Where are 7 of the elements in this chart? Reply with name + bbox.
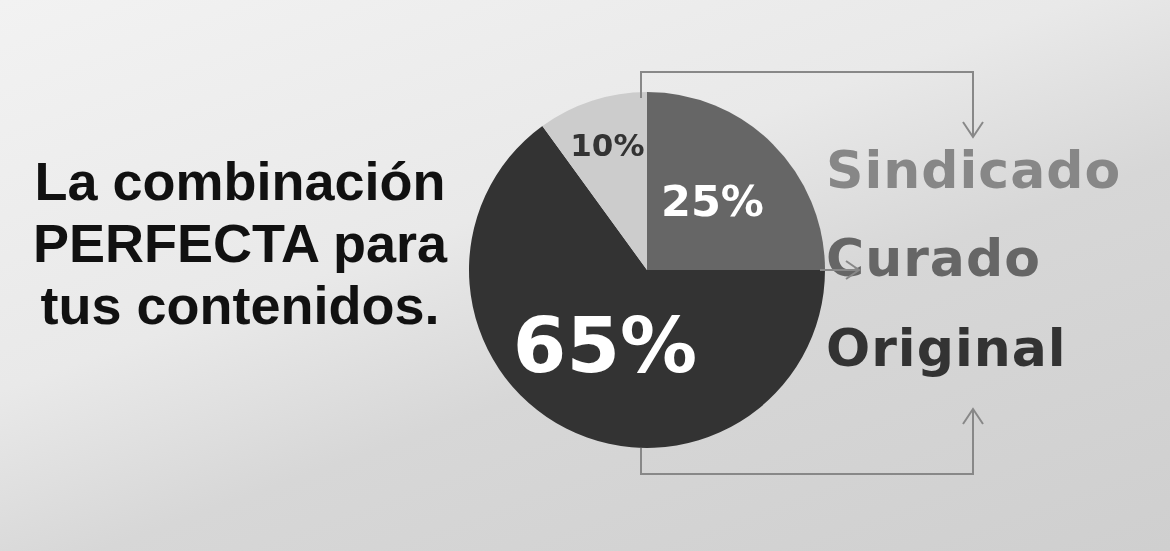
slice-label: Curado	[826, 228, 1041, 288]
slice-label: Sindicado	[826, 140, 1122, 200]
data-label: 25%	[660, 175, 764, 226]
data-label: 65%	[512, 301, 698, 391]
text: La combinación PERFECTA para tus contenidos.	[31, 150, 449, 336]
data-label: 10%	[570, 127, 645, 164]
slice-label: Original	[826, 318, 1067, 378]
